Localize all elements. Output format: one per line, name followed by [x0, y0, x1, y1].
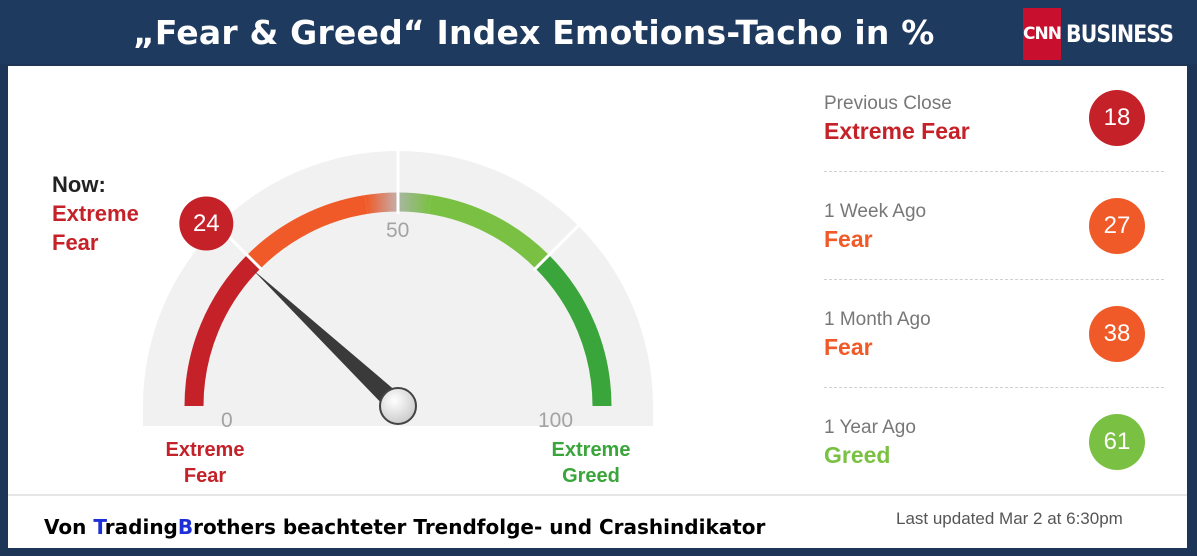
footer-rest: rothers beachteter Trendfolge- und Crash… [193, 515, 766, 539]
gauge-needle [252, 269, 405, 414]
last-updated: Last updated Mar 2 at 6:30pm [896, 509, 1123, 528]
history-period: 1 Week Ago [824, 201, 927, 222]
gauge: 24 [143, 151, 653, 426]
history-value-badge: 61 [1089, 414, 1145, 470]
history-rating: Fear [824, 334, 873, 360]
current-value-badge [179, 196, 234, 251]
gauge-left-label: Extreme Fear [145, 437, 265, 489]
history-period: 1 Month Ago [824, 309, 931, 330]
history-rating: Extreme Fear [824, 118, 970, 144]
now-value-line1: Extreme [52, 201, 139, 226]
now-indicator: Now: Extreme Fear [52, 170, 139, 257]
index-panel: 24 Now: Extreme Fear 0 50 100 Extreme Fe… [8, 66, 1187, 548]
footer-highlight-b: B [177, 515, 194, 539]
header-bar: „Fear & Greed“ Index Emotions-Tacho in %… [0, 0, 1197, 64]
history-divider [824, 387, 1164, 388]
footer-divider [8, 494, 1187, 496]
history-divider [824, 279, 1164, 280]
tick-min: 0 [221, 409, 233, 432]
gauge-segment-fear [247, 195, 368, 269]
gauge-right-label: Extreme Greed [531, 437, 651, 489]
history-1-month-ago[interactable]: 1 Month Ago Fear 38 [824, 306, 1164, 406]
now-value-line2: Fear [52, 230, 99, 255]
now-label: Now: [52, 172, 106, 197]
history-previous-close[interactable]: Previous Close Extreme Fear 18 [824, 90, 1164, 190]
history-value-badge: 27 [1089, 198, 1145, 254]
current-value-text: 24 [193, 210, 220, 237]
gauge-segment-extreme-fear [184, 255, 261, 407]
cnn-business-logo[interactable]: CNN BUSINESS [1023, 8, 1183, 60]
gauge-needle-knob [379, 387, 417, 425]
history-value-badge: 18 [1089, 90, 1145, 146]
gauge-left-label-line1: Extreme [165, 439, 245, 461]
history-rating: Fear [824, 226, 873, 252]
history-divider [824, 171, 1164, 172]
tick-mid: 50 [386, 219, 410, 242]
history-value-badge: 38 [1089, 306, 1145, 362]
gauge-segment-greed [428, 195, 549, 269]
tick-max: 100 [538, 409, 574, 432]
footer-caption: Von TradingBrothers beachteter Trendfolg… [44, 515, 765, 539]
history-rating: Greed [824, 442, 891, 468]
footer-trading: rading [104, 515, 178, 539]
footer-highlight-t: T [93, 515, 105, 539]
history-1-year-ago[interactable]: 1 Year Ago Greed 61 [824, 414, 1164, 514]
gauge-right-label-line2: Greed [562, 465, 620, 487]
cnn-logo-mark: CNN [1023, 8, 1062, 60]
gauge-segment-extreme-greed [535, 255, 612, 407]
history-period: Previous Close [824, 93, 952, 114]
gauge-background [143, 151, 653, 426]
gauge-separator [532, 224, 580, 272]
history-period: 1 Year Ago [824, 417, 916, 438]
gauge-right-label-line1: Extreme [551, 439, 631, 461]
history-1-week-ago[interactable]: 1 Week Ago Fear 27 [824, 198, 1164, 298]
page-title: „Fear & Greed“ Index Emotions-Tacho in % [133, 13, 935, 52]
footer-prefix: Von [44, 515, 94, 539]
business-logo-text: BUSINESS [1065, 20, 1174, 48]
gauge-left-label-line2: Fear [183, 465, 227, 487]
